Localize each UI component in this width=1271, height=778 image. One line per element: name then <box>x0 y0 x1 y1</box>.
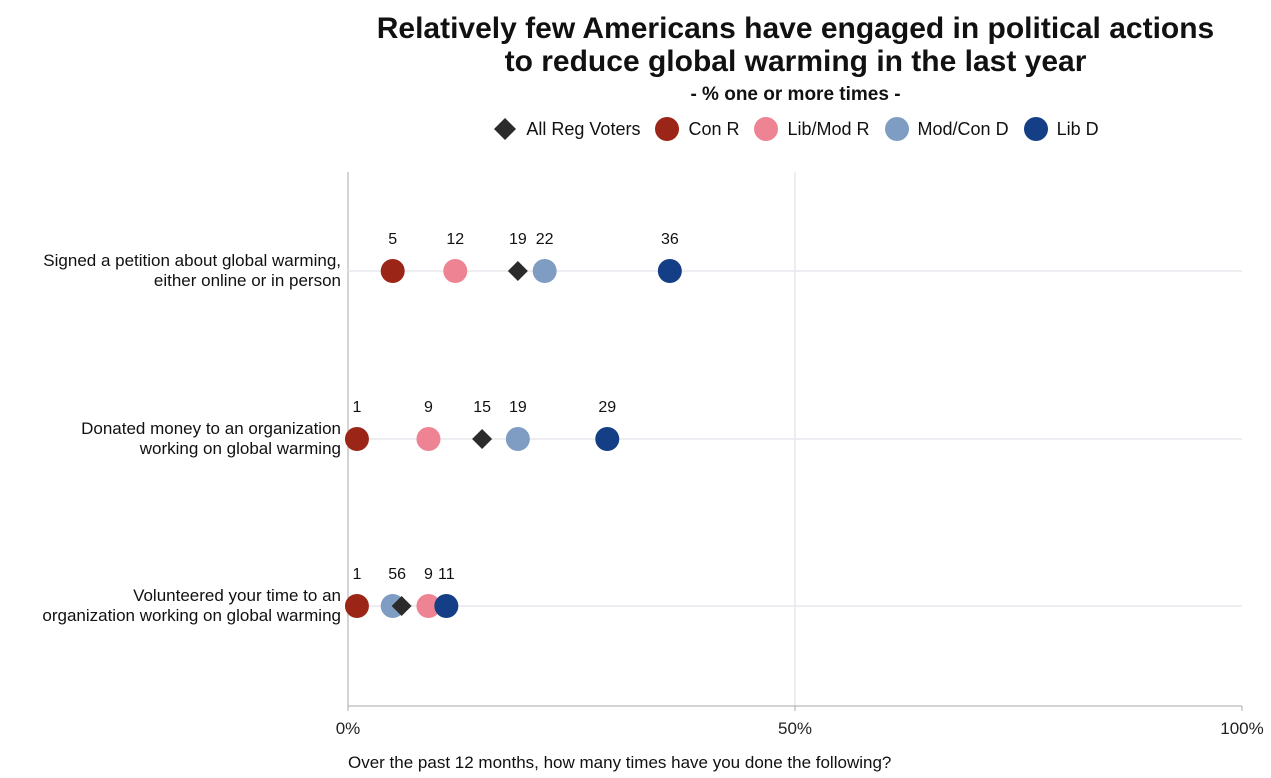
marker-lib-d <box>434 594 459 618</box>
legend-label: Lib D <box>1056 118 1099 139</box>
y-category-label-line: Volunteered your time to an <box>133 586 341 605</box>
y-category-label: Donated money to an organization working … <box>81 419 341 459</box>
data-label: 22 <box>536 231 554 248</box>
legend-diamond-icon <box>494 118 517 140</box>
chart-title-line-2: to reduce global warming in the last yea… <box>504 45 1087 78</box>
data-label: 19 <box>509 399 527 416</box>
legend-label: Mod/Con D <box>917 118 1009 139</box>
legend-label: Con R <box>688 118 740 139</box>
data-label: 11 <box>438 566 455 583</box>
data-label: 1 <box>352 566 361 583</box>
data-label: 15 <box>473 399 491 416</box>
marker-con-r <box>344 427 369 451</box>
legend-label: All Reg Voters <box>526 118 641 139</box>
marker-mod-con-d <box>532 259 557 283</box>
data-label: 9 <box>424 566 433 583</box>
legend-item: Lib/Mod R <box>753 116 870 142</box>
data-label: 1 <box>352 399 361 416</box>
marker-lib-d <box>657 259 682 283</box>
marker-con-r <box>380 259 405 283</box>
marker-lib-d <box>595 427 620 451</box>
marker-lib-mod-r <box>416 427 441 451</box>
x-tick-label: 100% <box>1220 719 1263 738</box>
marker-lib-mod-r <box>443 259 468 283</box>
legend-item: Mod/Con D <box>884 116 1009 142</box>
legend-item: All Reg Voters <box>492 116 640 142</box>
y-category-label-line: organization working on global warming <box>42 606 341 625</box>
chart-subtitle: - % one or more times - <box>690 84 901 105</box>
y-category-label: Signed a petition about global warming, e… <box>43 251 341 291</box>
marker-mod-con-d <box>505 427 530 451</box>
y-category-label-line: working on global warming <box>139 439 341 458</box>
x-tick-label: 0% <box>336 719 361 738</box>
x-tick-label: 50% <box>778 719 812 738</box>
legend-circle-icon <box>754 117 779 141</box>
data-label: 12 <box>446 231 464 248</box>
legend-label: Lib/Mod R <box>787 118 870 139</box>
legend-item: Con R <box>654 116 739 142</box>
marker-all-reg-voters <box>472 429 493 449</box>
data-label: 36 <box>661 231 679 248</box>
data-label: 5 <box>388 231 397 248</box>
y-category-label-line: Donated money to an organization <box>81 419 341 438</box>
legend-item: Lib D <box>1023 116 1099 142</box>
chart-caption: Over the past 12 months, how many times … <box>348 753 892 772</box>
data-label: 9 <box>424 399 433 416</box>
y-category-label: Volunteered your time to an organization … <box>42 586 341 626</box>
legend-circle-icon <box>1023 117 1048 141</box>
marker-con-r <box>344 594 369 618</box>
y-category-label-line: Signed a petition about global warming, <box>43 251 341 270</box>
y-category-label-line: either online or in person <box>153 271 341 290</box>
chart-title: Relatively few Americans have engaged in… <box>320 12 1271 78</box>
data-label: 19 <box>509 231 527 248</box>
chart-title-line-1: Relatively few Americans have engaged in… <box>376 12 1215 45</box>
marker-all-reg-voters <box>391 596 412 616</box>
marker-all-reg-voters <box>507 261 528 281</box>
chart-legend: All Reg Voters Con R Lib/Mod R Mod/Con D Lib… <box>320 116 1271 142</box>
marker-lib-mod-r <box>416 594 441 618</box>
legend-circle-icon <box>884 117 909 141</box>
data-label: 29 <box>598 399 616 416</box>
data-label: 6 <box>397 566 406 583</box>
data-label: 5 <box>388 566 397 583</box>
legend-circle-icon <box>655 117 680 141</box>
